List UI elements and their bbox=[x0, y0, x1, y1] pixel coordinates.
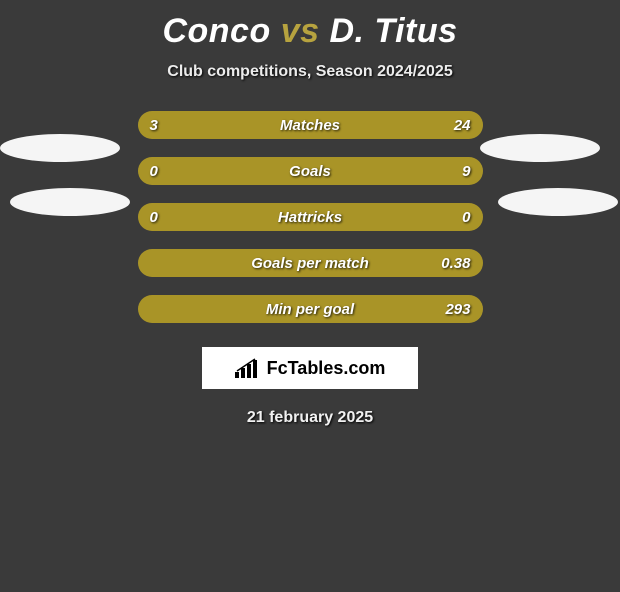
decorative-ellipse bbox=[10, 188, 130, 216]
decorative-ellipse bbox=[480, 134, 600, 162]
stat-row: Matches3 24 bbox=[138, 111, 483, 139]
stat-value-right: 293 bbox=[445, 295, 470, 323]
stat-value-right: 0 bbox=[462, 203, 470, 231]
branding-text: FcTables.com bbox=[267, 358, 386, 379]
footer-date: 21 february 2025 bbox=[0, 409, 620, 427]
title-player1: Conco bbox=[162, 12, 270, 50]
page-title: Conco vs D. Titus bbox=[0, 12, 620, 51]
subtitle: Club competitions, Season 2024/2025 bbox=[0, 63, 620, 81]
chart-icon bbox=[235, 358, 261, 378]
stat-row: Goals per match0.38 bbox=[138, 249, 483, 277]
stat-row: Goals0 9 bbox=[138, 157, 483, 185]
stat-value-right: 24 bbox=[454, 111, 471, 139]
stat-label: Hattricks bbox=[138, 203, 483, 231]
stat-bars: Matches324Goals09Hattricks00Goals per ma… bbox=[138, 111, 483, 323]
stat-row: Hattricks0 0 bbox=[138, 203, 483, 231]
stat-value-left: 3 bbox=[150, 111, 158, 139]
stat-value-right: 9 bbox=[462, 157, 470, 185]
stat-label: Goals bbox=[138, 157, 483, 185]
branding-logo: FcTables.com bbox=[202, 347, 418, 389]
stat-value-left: 0 bbox=[150, 157, 158, 185]
stat-label: Min per goal bbox=[138, 295, 483, 323]
stat-value-right: 0.38 bbox=[441, 249, 470, 277]
title-vs: vs bbox=[281, 12, 320, 50]
stat-value-left: 0 bbox=[150, 203, 158, 231]
decorative-ellipse bbox=[0, 134, 120, 162]
stat-label: Goals per match bbox=[138, 249, 483, 277]
stat-label: Matches bbox=[138, 111, 483, 139]
title-player2: D. Titus bbox=[329, 12, 457, 50]
stat-row: Min per goal293 bbox=[138, 295, 483, 323]
decorative-ellipse bbox=[498, 188, 618, 216]
